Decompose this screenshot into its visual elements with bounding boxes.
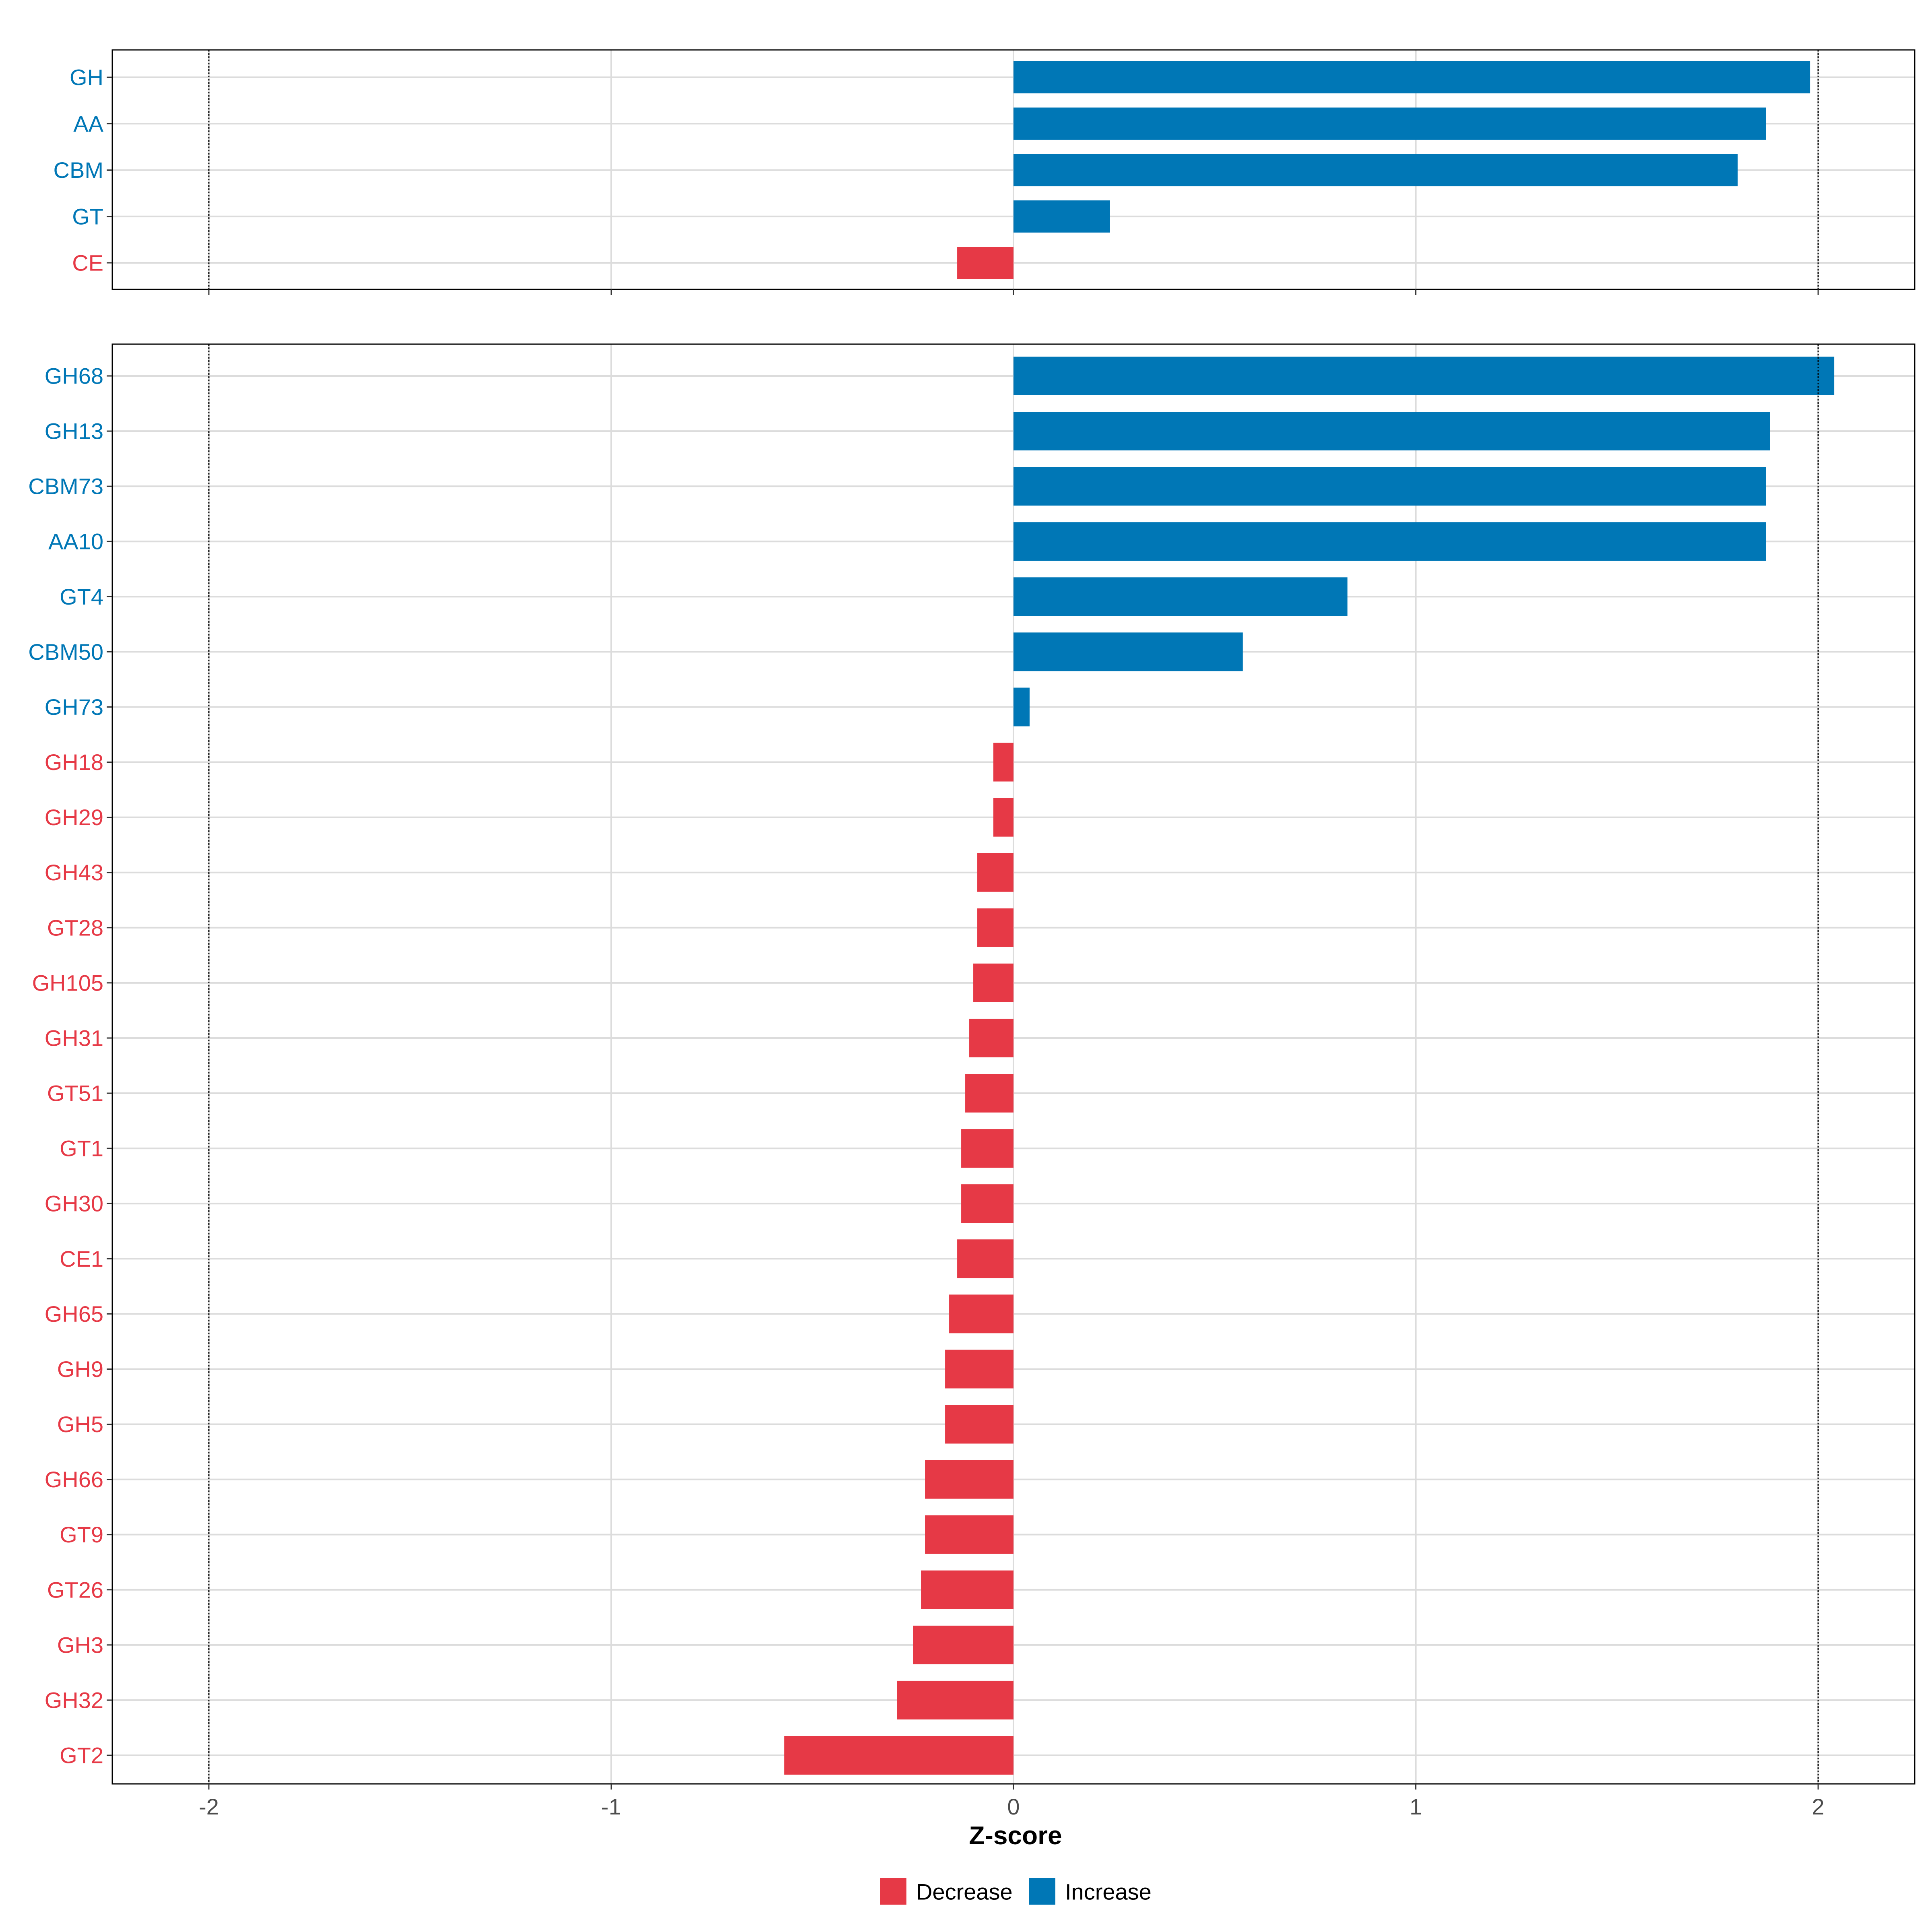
legend-label-decrease: Decrease — [916, 1879, 1013, 1905]
y-tick-label-ce1: CE1 — [60, 1246, 103, 1271]
y-tick-label-aa10: AA10 — [48, 529, 103, 554]
y-tick-label-gt28: GT28 — [47, 915, 103, 940]
legend-label-increase: Increase — [1065, 1879, 1152, 1905]
bar-gh32 — [897, 1680, 1013, 1719]
y-tick-label-gh30: GH30 — [45, 1191, 103, 1216]
y-tick-label-gh66: GH66 — [45, 1467, 103, 1492]
panel-bottom: GH68 GH13 CBM73 AA10 GT4 CBM50 GH73 GH18 GH29 GH4… — [28, 343, 1915, 1790]
y-tick-label-gh65: GH65 — [45, 1301, 103, 1327]
y-tick-label-gh73: GH73 — [45, 694, 103, 720]
bar-gt2 — [784, 1736, 1013, 1775]
y-tick-label-gh9: GH9 — [57, 1356, 103, 1382]
y-tick-label-gh5: GH5 — [57, 1412, 103, 1437]
bar-gt4 — [1013, 577, 1348, 616]
x-axis: -2 -1 0 1 2 — [199, 1794, 1825, 1819]
bar-gt9 — [925, 1515, 1013, 1554]
bar-gh9 — [945, 1350, 1013, 1389]
y-tick-label-ce: CE — [72, 250, 103, 276]
y-tick-label-gt26: GT26 — [47, 1577, 103, 1602]
y-tick-label-gh43: GH43 — [45, 860, 103, 885]
y-tick-label-gt4: GT4 — [60, 584, 103, 609]
x-tick-label: -2 — [199, 1794, 219, 1819]
y-tick-label-gh18: GH18 — [45, 749, 103, 775]
y-tick-label-gh13: GH13 — [45, 419, 103, 444]
y-tick-label-gh3: GH3 — [57, 1632, 103, 1657]
y-tick-label-cbm50: CBM50 — [28, 639, 103, 665]
bar-gh73 — [1013, 687, 1030, 727]
bar-gh18 — [993, 743, 1013, 782]
bar-gt51 — [965, 1074, 1013, 1113]
y-tick-label-gt1: GT1 — [60, 1136, 103, 1161]
y-tick-label-gt51: GT51 — [47, 1081, 103, 1106]
bar-gh43 — [977, 853, 1013, 892]
bar-gh68 — [1013, 357, 1835, 395]
legend-key-decrease — [880, 1878, 906, 1905]
bar-gt — [1013, 200, 1110, 233]
bar-gh5 — [945, 1405, 1013, 1444]
y-tick-label-aa: AA — [73, 111, 103, 136]
bar-cbm — [1013, 154, 1738, 186]
x-tick-label: -1 — [601, 1794, 621, 1819]
y-tick-label-gt2: GT2 — [60, 1743, 103, 1768]
bar-gh105 — [973, 963, 1013, 1002]
y-tick-label-gh29: GH29 — [45, 805, 103, 830]
bar-ce1 — [957, 1239, 1013, 1278]
x-tick-label: 0 — [1007, 1794, 1020, 1819]
bar-gt1 — [961, 1129, 1013, 1168]
bar-gt26 — [921, 1570, 1013, 1609]
legend-key-increase — [1029, 1878, 1055, 1905]
x-tick-label: 2 — [1812, 1794, 1825, 1819]
legend: Decrease Increase — [880, 1878, 1152, 1905]
y-tick-label-gh: GH — [70, 65, 103, 90]
bar-aa10 — [1013, 522, 1766, 561]
y-tick-label-gh32: GH32 — [45, 1687, 103, 1713]
y-tick-label-gh68: GH68 — [45, 363, 103, 389]
panel-top: GH AA CBM GT CE — [54, 49, 1915, 295]
bar-cbm73 — [1013, 467, 1766, 506]
bar-gh30 — [961, 1184, 1013, 1223]
y-tick-label-gt9: GT9 — [60, 1522, 103, 1547]
y-tick-label-gh105: GH105 — [32, 970, 103, 995]
x-tick-label: 1 — [1410, 1794, 1422, 1819]
bar-gh13 — [1013, 412, 1770, 451]
bar-gh — [1013, 61, 1810, 93]
y-tick-label-cbm: CBM — [54, 157, 103, 183]
bar-gh3 — [913, 1625, 1013, 1664]
bar-gh66 — [925, 1460, 1013, 1499]
bar-cbm50 — [1013, 632, 1243, 671]
y-tick-label-gt: GT — [72, 204, 103, 229]
bar-ce — [957, 247, 1013, 279]
bar-aa — [1013, 107, 1766, 140]
bar-gh29 — [993, 798, 1013, 837]
bar-gt28 — [977, 908, 1013, 947]
y-tick-label-cbm73: CBM73 — [28, 474, 103, 499]
bar-gh31 — [969, 1018, 1013, 1057]
bar-gh65 — [949, 1294, 1013, 1333]
x-axis-title: Z-score — [969, 1821, 1062, 1850]
y-tick-label-gh31: GH31 — [45, 1025, 103, 1051]
